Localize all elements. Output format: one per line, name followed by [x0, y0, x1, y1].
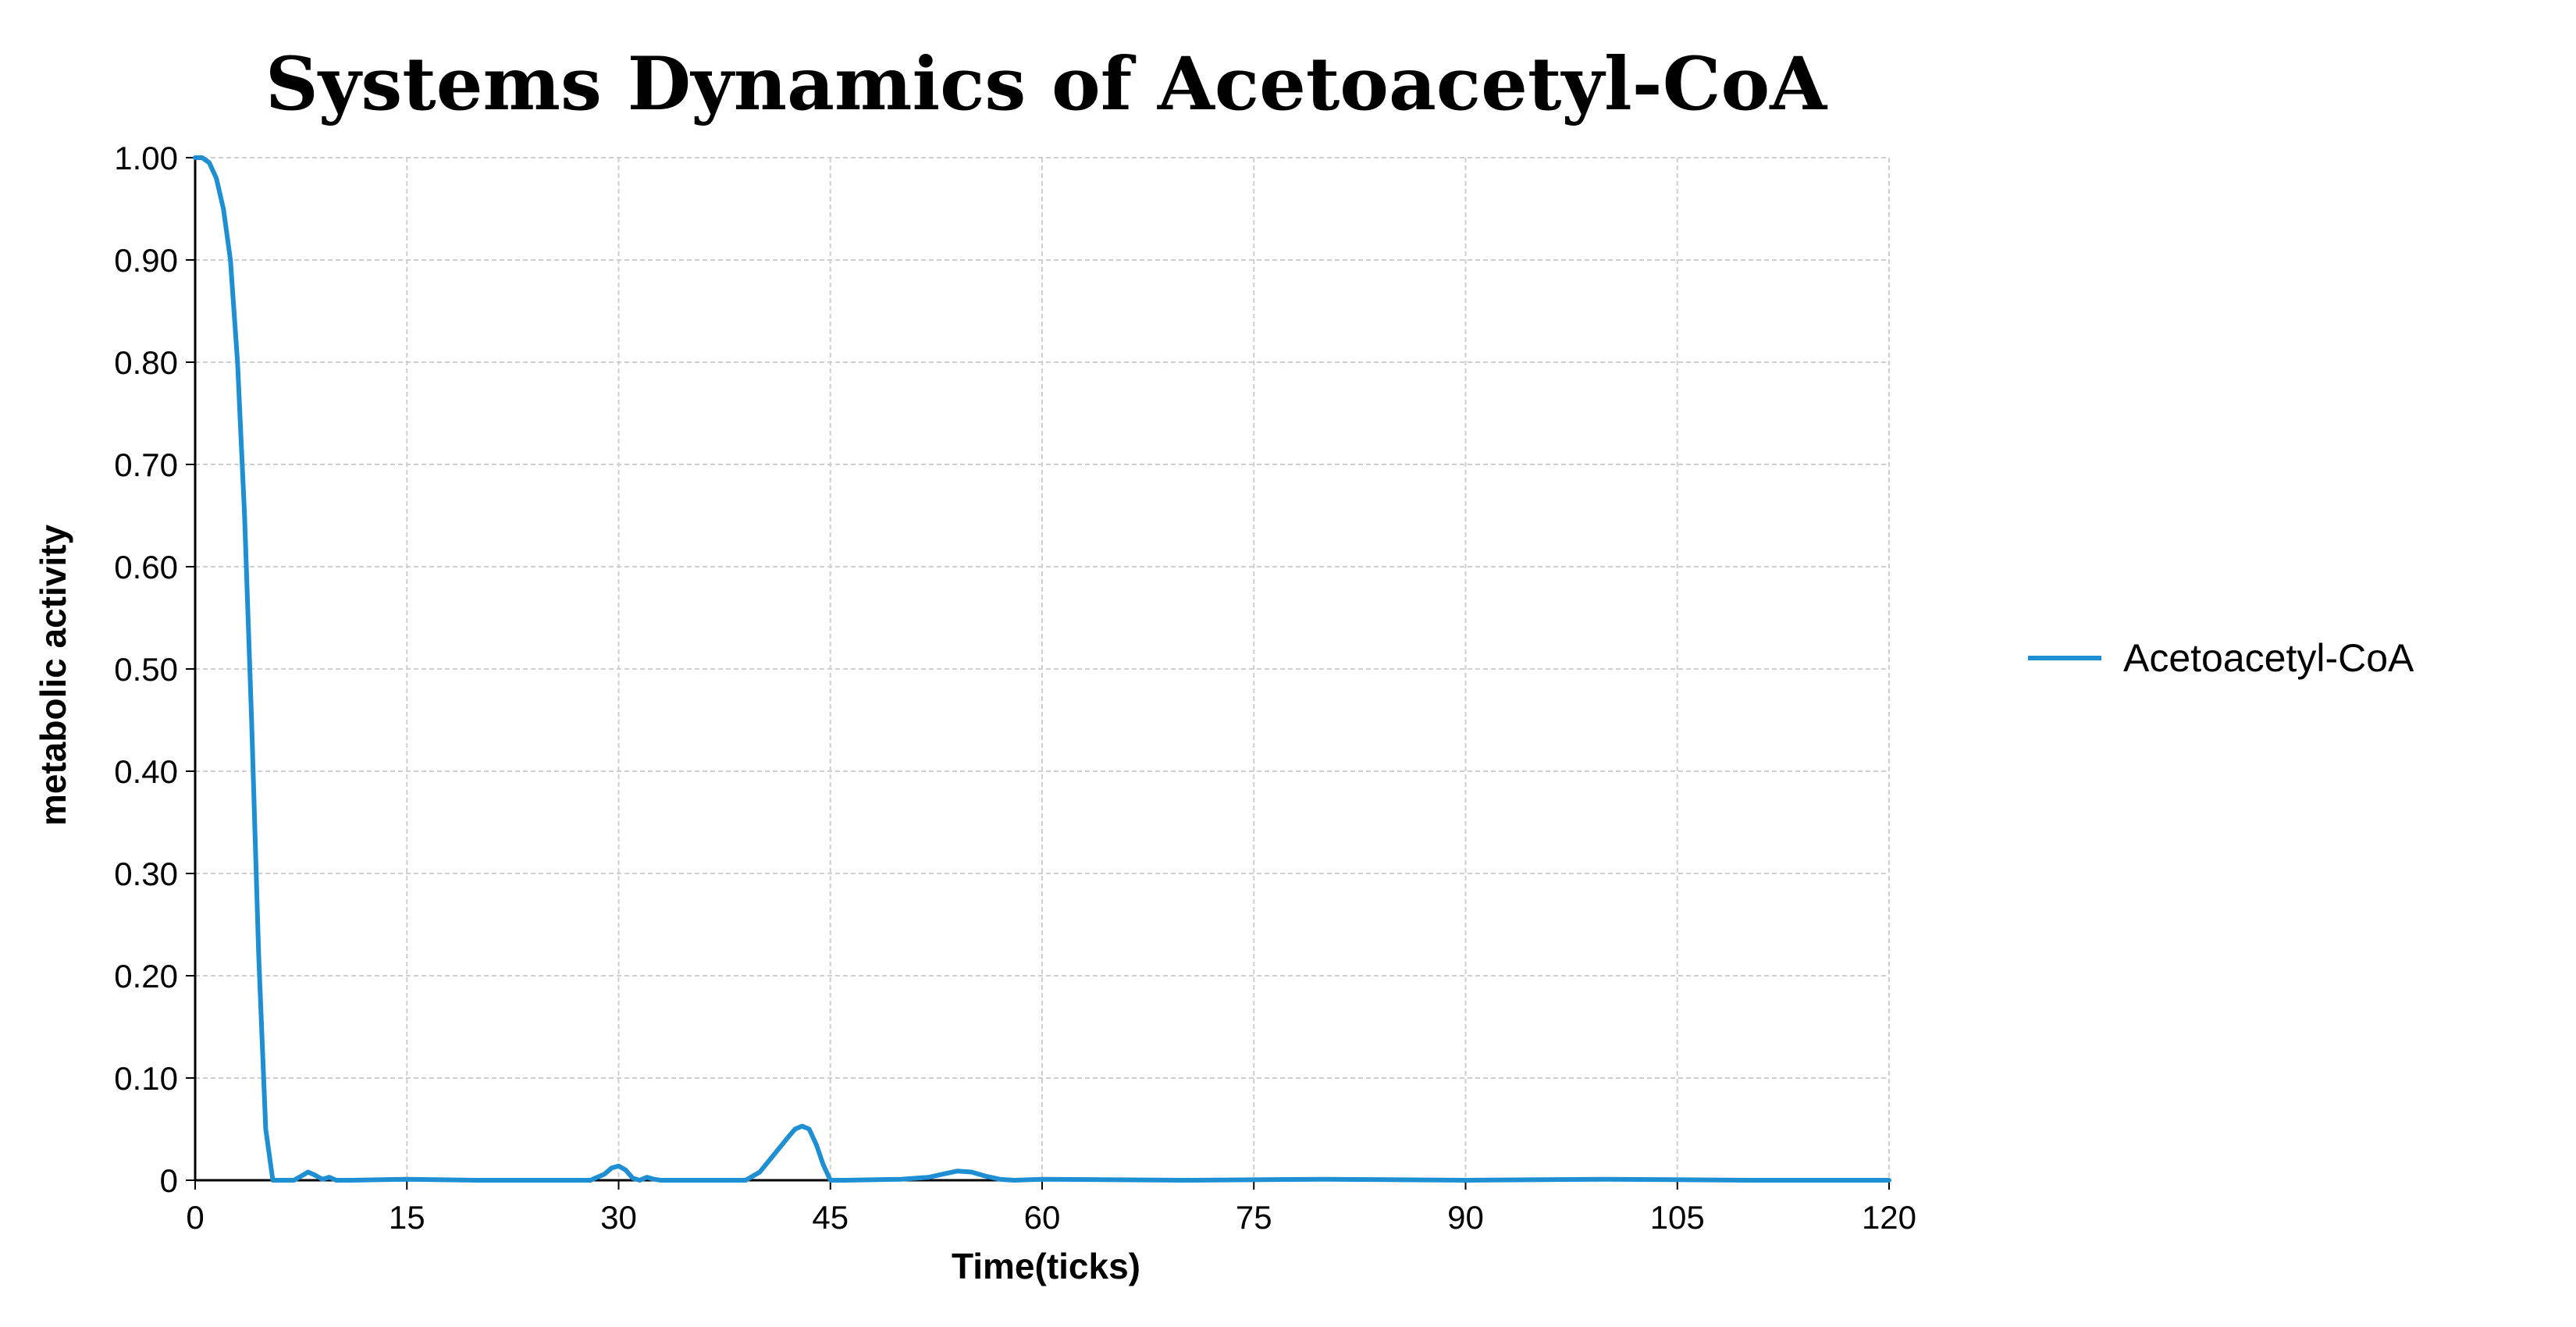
y-tick-label: 0.30: [114, 856, 178, 892]
legend: Acetoacetyl-CoA: [2028, 636, 2414, 680]
y-tick-label: 0: [160, 1162, 178, 1199]
y-tick-label: 0.70: [114, 446, 178, 483]
x-tick-label: 75: [1236, 1199, 1272, 1236]
plot-area: [193, 155, 1891, 1183]
chart-title: Systems Dynamics of Acetoacetyl-CoA: [265, 41, 1827, 127]
y-tick-label: 0.90: [114, 242, 178, 279]
y-tick-label: 0.60: [114, 549, 178, 585]
x-axis-ticks: 0 15 30 45 60 75 90 105 120: [186, 1180, 1916, 1236]
y-tick-label: 0.50: [114, 651, 178, 688]
x-tick-label: 0: [186, 1199, 204, 1236]
x-tick-label: 30: [600, 1199, 637, 1236]
x-axis-label: Time(ticks): [952, 1246, 1140, 1286]
y-tick-label: 0.80: [114, 344, 178, 381]
x-tick-label: 90: [1447, 1199, 1484, 1236]
x-tick-label: 105: [1650, 1199, 1705, 1236]
series-line-0: [193, 155, 1891, 1183]
y-tick-label: 0.20: [114, 958, 178, 994]
legend-label: Acetoacetyl-CoA: [2123, 636, 2414, 680]
y-tick-label: 0.40: [114, 753, 178, 790]
grid: [195, 157, 1890, 1180]
x-tick-label: 120: [1862, 1199, 1916, 1236]
y-axis-ticks: 0 0.10 0.20 0.30 0.40 0.50 0.60 0.70 0.80 0.90 1.0…: [114, 140, 195, 1199]
y-axis-label: metabolic activity: [33, 525, 73, 826]
x-tick-label: 45: [812, 1199, 849, 1236]
x-tick-label: 60: [1024, 1199, 1061, 1236]
x-tick-label: 15: [389, 1199, 425, 1236]
y-tick-label: 1.00: [114, 140, 178, 176]
y-tick-label: 0.10: [114, 1060, 178, 1097]
